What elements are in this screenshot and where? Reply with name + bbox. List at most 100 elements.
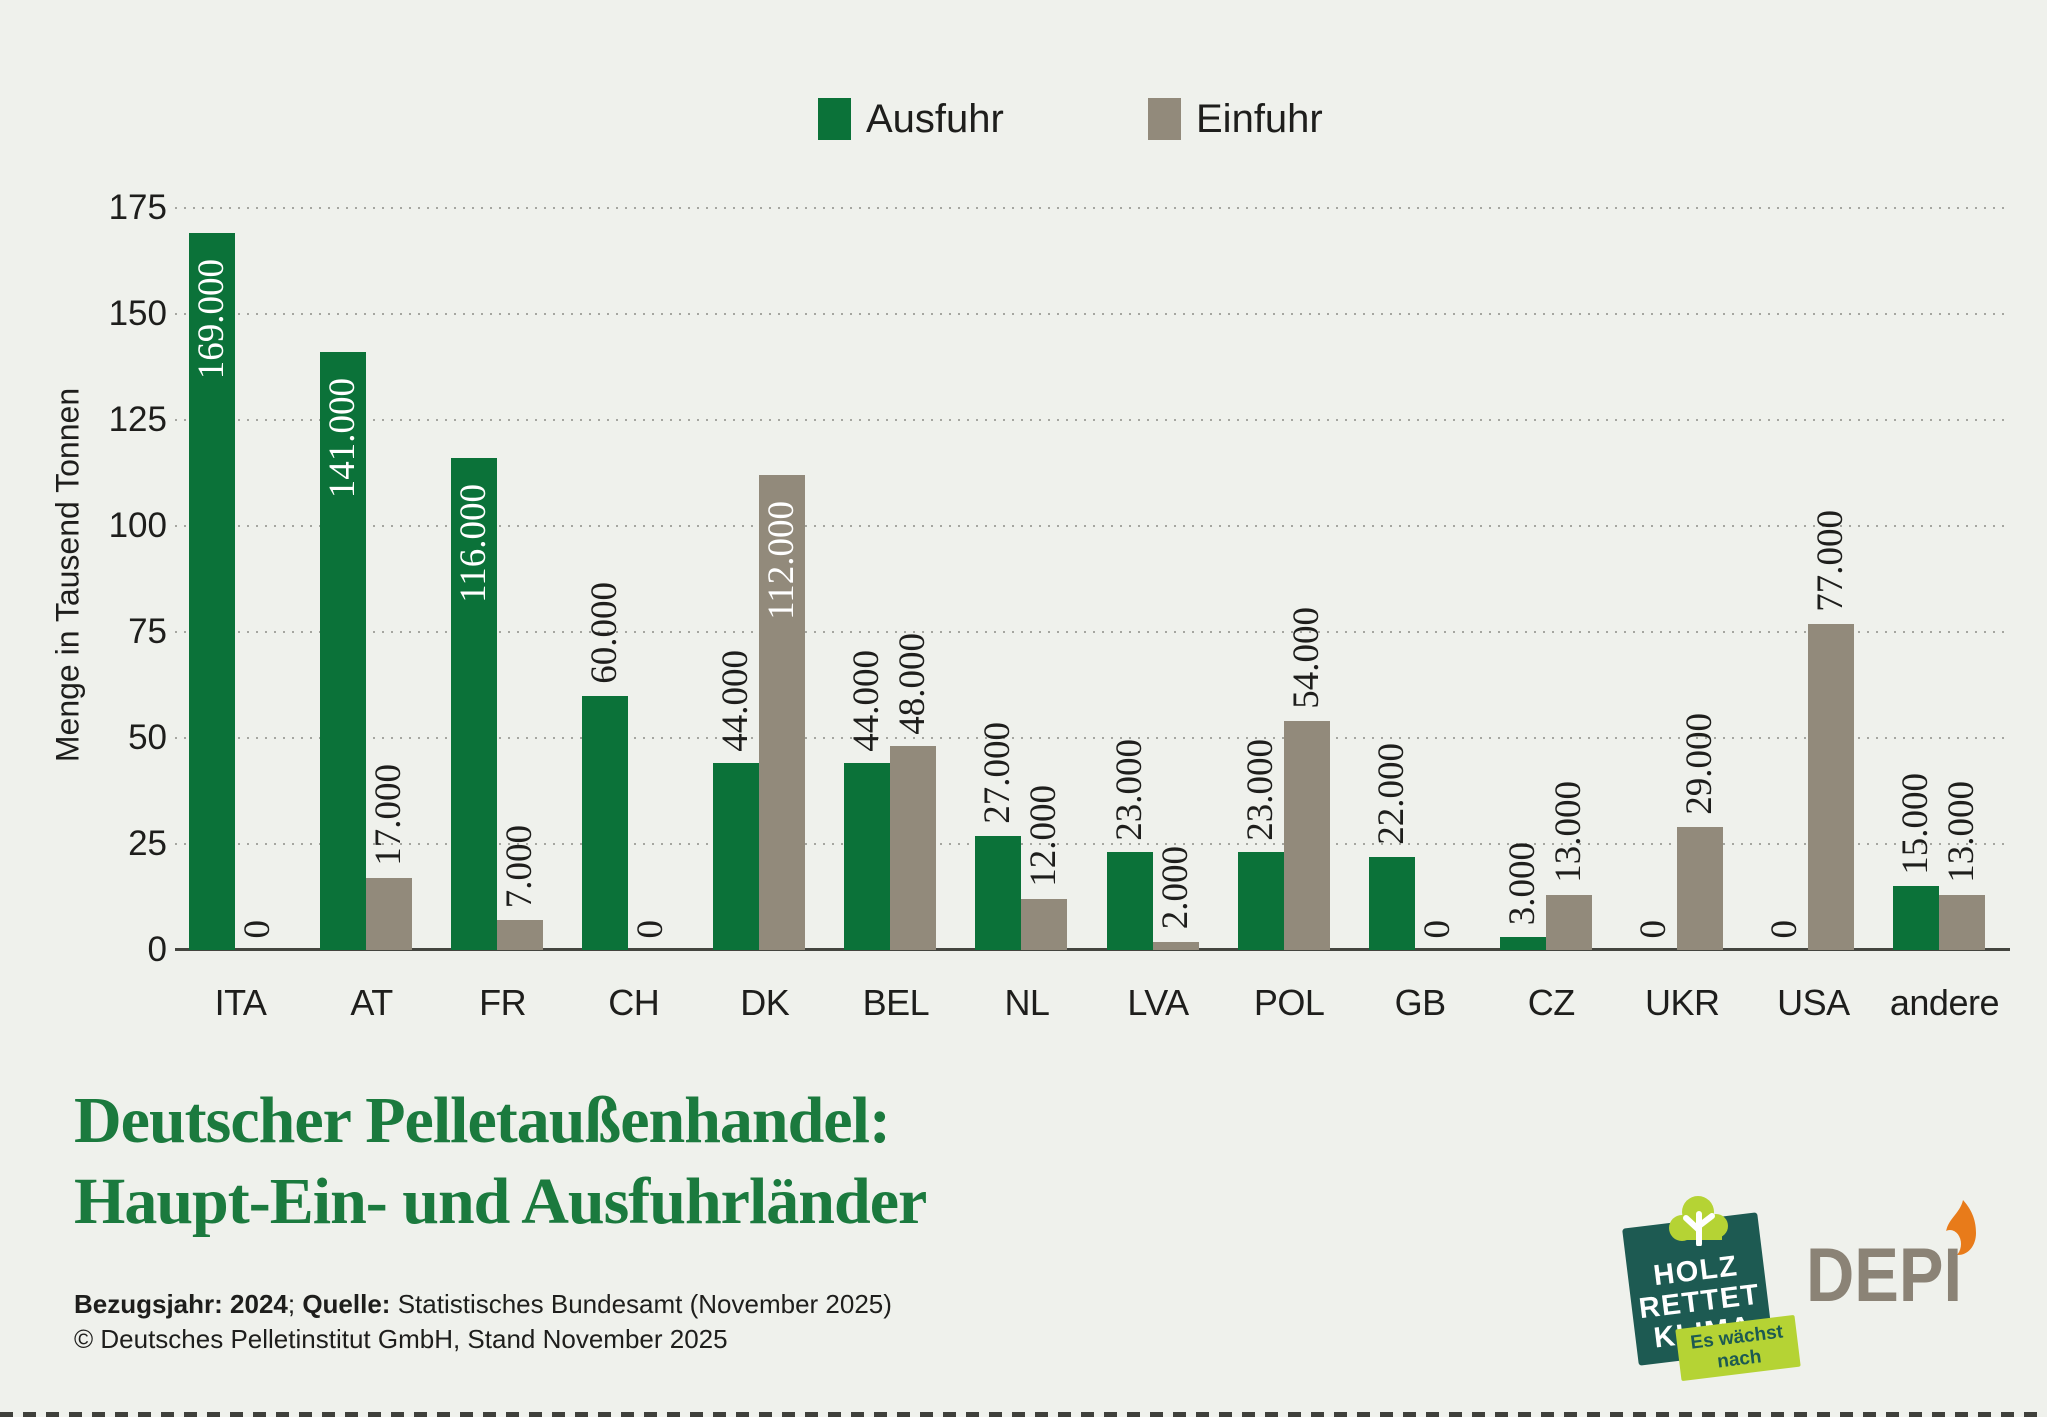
y-tick-label-25: 25 — [128, 824, 167, 863]
bar-einfuhr-USA — [1807, 623, 1854, 950]
bar-value-label-einfuhr-BEL: 48.000 — [892, 632, 934, 735]
bar-ausfuhr-AT — [320, 352, 367, 950]
gridline-125 — [175, 419, 2010, 421]
y-tick-label-0: 0 — [147, 930, 167, 969]
bar-ausfuhr-LVA — [1106, 852, 1153, 950]
gridline-25 — [175, 843, 2010, 845]
source-line-1: Bezugsjahr: 2024; Quelle: Statistisches … — [74, 1287, 892, 1322]
x-axis-label-NL: NL — [1004, 982, 1050, 1023]
x-axis-line — [175, 948, 2010, 951]
bar-ausfuhr-andere — [1892, 886, 1939, 950]
legend-swatch-ausfuhr — [818, 98, 851, 140]
bar-value-label-ausfuhr-ITA: 169.000 — [191, 259, 232, 380]
x-axis-label-BEL: BEL — [862, 982, 930, 1023]
bar-value-label-einfuhr-LVA: 2.000 — [1154, 846, 1196, 930]
chart-title-line-1: Deutscher Pelletaußenhandel: — [74, 1084, 891, 1157]
bar-value-label-ausfuhr-CH: 60.000 — [584, 581, 626, 684]
legend-swatch-einfuhr — [1148, 98, 1181, 140]
gridline-100 — [175, 525, 2010, 527]
x-axis-label-FR: FR — [479, 982, 527, 1023]
y-tick-label-75: 75 — [128, 612, 167, 651]
holz-rettet-klima-logo: HOLZ RETTET KLIMA Es wächst nach — [1612, 1196, 1801, 1382]
x-axis-label-AT: AT — [350, 982, 393, 1023]
bar-value-label-einfuhr-CH: 0 — [630, 919, 672, 939]
bar-value-label-ausfuhr-LVA: 23.000 — [1108, 738, 1150, 841]
bar-value-label-einfuhr-GB: 0 — [1416, 919, 1458, 939]
x-axis-label-CZ: CZ — [1527, 982, 1576, 1023]
gridline-150 — [175, 313, 2010, 315]
chart-title: Deutscher Pelletaußenhandel: Haupt-Ein- … — [74, 1080, 927, 1242]
bar-ausfuhr-BEL — [844, 763, 891, 950]
bar-value-label-ausfuhr-FR: 116.000 — [453, 484, 495, 604]
bar-value-label-ausfuhr-andere: 15.000 — [1894, 772, 1936, 875]
bar-ausfuhr-CH — [582, 695, 629, 950]
legend-label-ausfuhr: Ausfuhr — [866, 97, 1004, 141]
x-axis-label-CH: CH — [608, 982, 660, 1023]
bar-einfuhr-DK — [759, 475, 806, 950]
bar-value-label-ausfuhr-NL: 27.000 — [977, 721, 1019, 824]
bar-value-label-einfuhr-CZ: 13.000 — [1547, 781, 1589, 883]
reference-year: Bezugsjahr: 2024 — [74, 1289, 288, 1319]
bar-einfuhr-UKR — [1676, 827, 1723, 950]
x-axis-label-DK: DK — [740, 982, 790, 1023]
x-axis-label-UKR: UKR — [1645, 982, 1720, 1023]
y-axis-title: Menge in Tausend Tonnen — [49, 387, 86, 763]
flame-icon — [1939, 1200, 1976, 1256]
bar-ausfuhr-NL — [975, 835, 1022, 950]
bar-value-label-ausfuhr-GB: 22.000 — [1370, 742, 1412, 845]
bar-einfuhr-CZ — [1545, 894, 1592, 950]
bar-value-label-ausfuhr-UKR: 0 — [1632, 919, 1674, 939]
y-tick-label-100: 100 — [108, 506, 167, 545]
gridline-175 — [175, 207, 2010, 209]
legend-item-einfuhr: Einfuhr — [1148, 98, 1323, 140]
bar-einfuhr-NL — [1021, 899, 1068, 950]
bar-ausfuhr-CZ — [1499, 937, 1546, 950]
bar-value-label-einfuhr-FR: 7.000 — [499, 825, 541, 909]
bar-einfuhr-FR — [497, 920, 544, 950]
bar-einfuhr-POL — [1283, 721, 1330, 950]
bar-value-label-einfuhr-UKR: 29.000 — [1678, 713, 1720, 816]
bar-value-label-einfuhr-POL: 54.000 — [1285, 607, 1327, 710]
y-tick-label-175: 175 — [108, 188, 167, 227]
bar-value-label-ausfuhr-USA: 0 — [1763, 919, 1805, 939]
bar-value-label-ausfuhr-BEL: 44.000 — [846, 649, 888, 752]
bar-einfuhr-andere — [1938, 894, 1985, 950]
y-tick-label-125: 125 — [108, 400, 167, 439]
copyright-line: © Deutsches Pelletinstitut GmbH, Stand N… — [74, 1324, 728, 1354]
x-axis-label-LVA: LVA — [1127, 982, 1189, 1023]
depi-wordmark: DEPI — [1806, 1233, 1963, 1318]
gridline-75 — [175, 631, 2010, 633]
bar-value-label-ausfuhr-POL: 23.000 — [1239, 738, 1281, 841]
source-label: Quelle: — [302, 1289, 391, 1319]
bar-value-label-einfuhr-andere: 13.000 — [1940, 781, 1982, 883]
tree-icon — [1669, 1196, 1728, 1246]
bar-value-label-einfuhr-USA: 77.000 — [1809, 509, 1851, 612]
bottom-dashed-strip — [0, 1412, 2047, 1417]
chart-title-line-2: Haupt-Ein- und Ausfuhrländer — [74, 1165, 927, 1238]
x-axis-label-andere: andere — [1889, 982, 2000, 1023]
bar-einfuhr-LVA — [1152, 941, 1199, 950]
bar-ausfuhr-POL — [1237, 852, 1284, 950]
source-note: Bezugsjahr: 2024; Quelle: Statistisches … — [74, 1287, 892, 1357]
bar-einfuhr-BEL — [890, 746, 937, 950]
bar-value-label-ausfuhr-CZ: 3.000 — [1501, 842, 1543, 926]
legend-item-ausfuhr: Ausfuhr — [818, 98, 1004, 140]
bar-value-label-einfuhr-DK: 112.000 — [761, 501, 803, 620]
bar-value-label-einfuhr-ITA: 0 — [237, 919, 278, 939]
y-tick-label-150: 150 — [108, 294, 167, 333]
y-tick-label-50: 50 — [128, 718, 167, 757]
separator: ; — [287, 1289, 303, 1319]
bar-ausfuhr-GB — [1368, 856, 1415, 950]
source-text: Statistisches Bundesamt (November 2025) — [390, 1289, 892, 1319]
gridline-50 — [175, 737, 2010, 739]
x-axis-label-USA: USA — [1777, 982, 1850, 1023]
x-axis-label-ITA: ITA — [214, 982, 267, 1023]
depi-logo: DEPI — [1806, 1200, 2046, 1360]
x-axis-label-GB: GB — [1394, 982, 1447, 1023]
bar-value-label-einfuhr-AT: 17.000 — [368, 764, 410, 866]
bar-ausfuhr-DK — [713, 763, 760, 950]
bar-value-label-ausfuhr-DK: 44.000 — [715, 649, 757, 752]
bar-value-label-ausfuhr-AT: 141.000 — [322, 378, 364, 499]
bar-einfuhr-AT — [366, 877, 413, 950]
